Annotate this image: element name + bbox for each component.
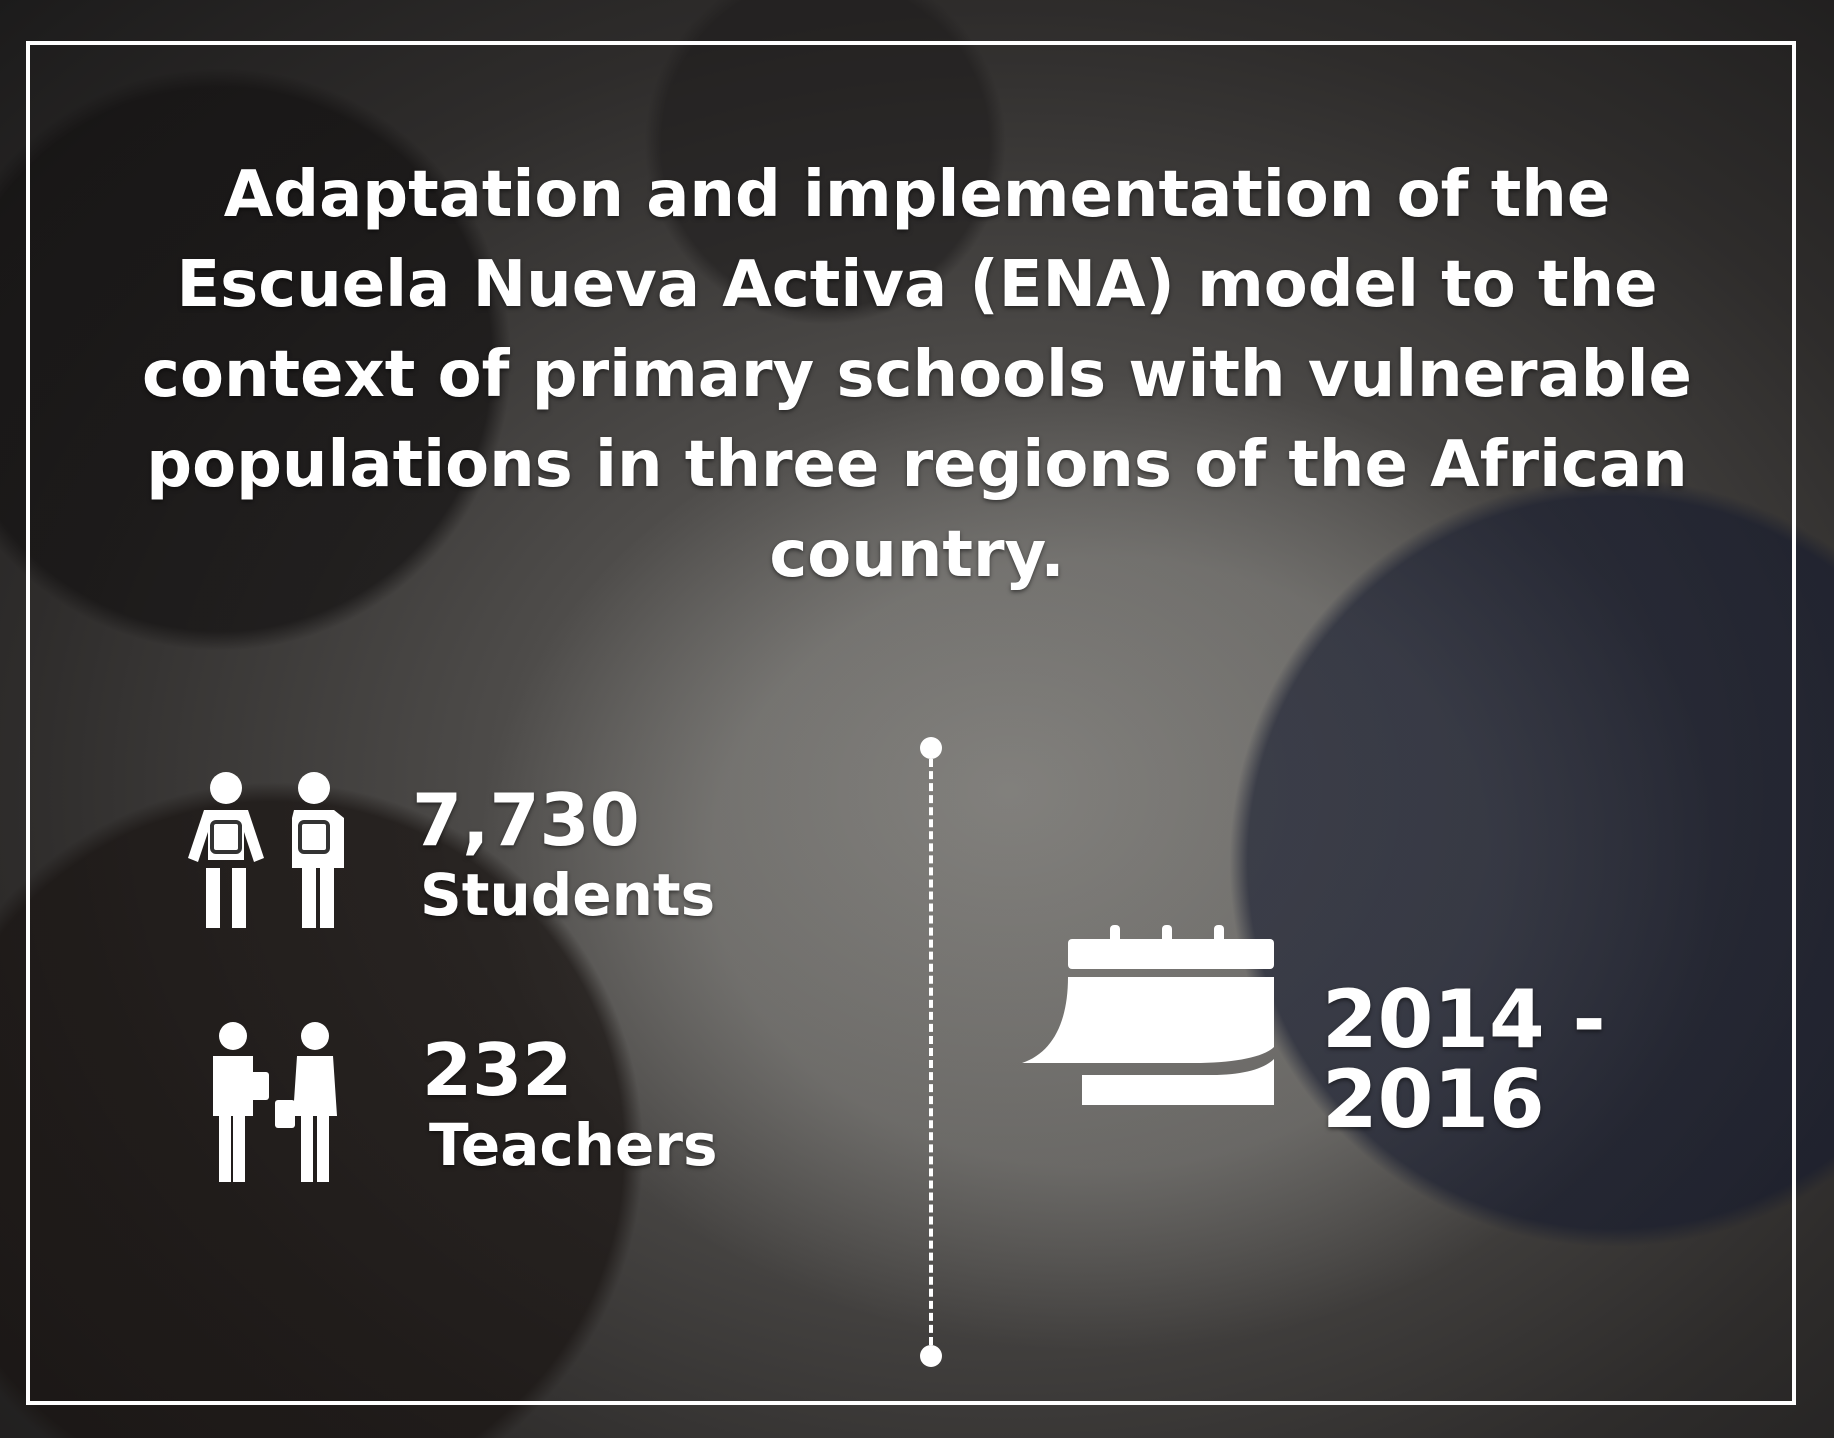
calendar-icon [1022, 925, 1274, 1105]
headline: Adaptation and implementation of the Esc… [142, 158, 1692, 592]
dashed-divider [920, 737, 942, 1367]
project-period: 2014 - 2016 [1322, 973, 1606, 1146]
students-label: Students [420, 861, 716, 929]
students-count: 7,730 [412, 778, 640, 862]
divider-dot-bottom [920, 1345, 942, 1367]
teachers-icon [213, 1022, 337, 1182]
dashed-line [929, 747, 933, 1357]
teachers-count: 232 [422, 1028, 573, 1112]
divider-dot-top [920, 737, 942, 759]
teachers-label: Teachers [429, 1111, 718, 1179]
students-backpack-icon [188, 772, 344, 928]
white-frame [26, 41, 1796, 1405]
